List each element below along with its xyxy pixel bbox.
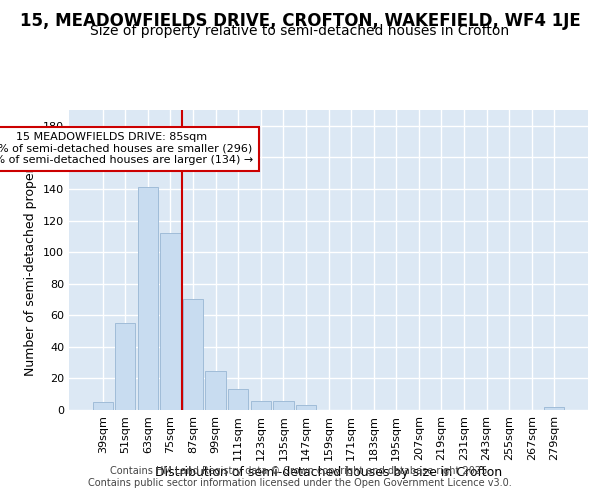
Bar xyxy=(273,400,293,410)
Text: 15, MEADOWFIELDS DRIVE, CROFTON, WAKEFIELD, WF4 1JE: 15, MEADOWFIELDS DRIVE, CROFTON, WAKEFIE… xyxy=(20,12,580,30)
X-axis label: Distribution of semi-detached houses by size in Crofton: Distribution of semi-detached houses by … xyxy=(155,466,502,478)
Bar xyxy=(92,402,113,410)
Bar xyxy=(205,370,226,410)
Text: 15 MEADOWFIELDS DRIVE: 85sqm
← 68% of semi-detached houses are smaller (296)
   : 15 MEADOWFIELDS DRIVE: 85sqm ← 68% of se… xyxy=(0,132,253,166)
Bar xyxy=(115,323,136,410)
Bar xyxy=(228,390,248,410)
Text: Size of property relative to semi-detached houses in Crofton: Size of property relative to semi-detach… xyxy=(91,24,509,38)
Bar xyxy=(251,400,271,410)
Bar xyxy=(138,188,158,410)
Bar xyxy=(544,407,565,410)
Bar xyxy=(160,233,181,410)
Bar xyxy=(183,300,203,410)
Y-axis label: Number of semi-detached properties: Number of semi-detached properties xyxy=(25,144,37,376)
Bar xyxy=(296,406,316,410)
Text: Contains HM Land Registry data © Crown copyright and database right 2025.
Contai: Contains HM Land Registry data © Crown c… xyxy=(88,466,512,487)
